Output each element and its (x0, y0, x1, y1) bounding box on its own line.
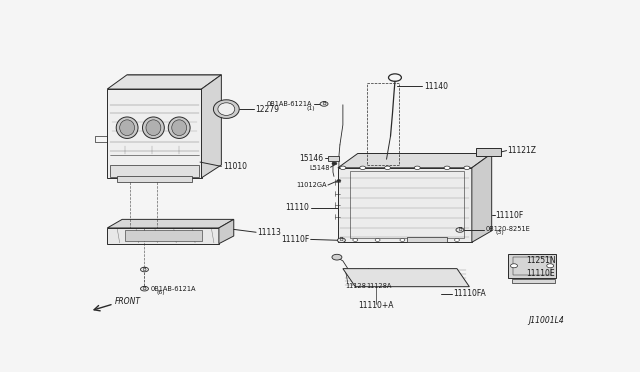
Circle shape (385, 166, 390, 170)
Circle shape (375, 238, 380, 241)
Text: J11001L4: J11001L4 (528, 316, 564, 325)
Ellipse shape (218, 103, 235, 115)
Text: L5148: L5148 (309, 165, 330, 171)
Polygon shape (328, 156, 339, 161)
Text: 11110F: 11110F (495, 211, 524, 219)
Circle shape (464, 166, 470, 170)
Text: B: B (340, 237, 343, 243)
Circle shape (444, 166, 450, 170)
Polygon shape (508, 254, 556, 278)
Text: B: B (143, 286, 147, 291)
Polygon shape (338, 168, 472, 242)
Ellipse shape (120, 120, 134, 135)
Text: 11110E: 11110E (527, 269, 555, 278)
Text: 11110: 11110 (285, 203, 309, 212)
Circle shape (547, 264, 554, 268)
Text: FRONT: FRONT (115, 297, 141, 306)
Text: 0B1AB-6121A: 0B1AB-6121A (150, 286, 196, 292)
Polygon shape (408, 237, 447, 242)
Text: B: B (322, 101, 326, 106)
Text: (6): (6) (157, 291, 166, 295)
Ellipse shape (116, 117, 138, 138)
Text: B: B (458, 227, 461, 232)
Circle shape (337, 238, 346, 243)
Polygon shape (108, 89, 202, 178)
Polygon shape (110, 165, 199, 177)
Text: 11251N: 11251N (527, 256, 556, 264)
Ellipse shape (213, 100, 239, 118)
Text: 0B120-8251E: 0B120-8251E (486, 225, 531, 231)
Circle shape (337, 180, 341, 182)
Text: 11113: 11113 (257, 228, 281, 237)
Polygon shape (202, 75, 221, 178)
Polygon shape (108, 219, 234, 228)
Circle shape (456, 228, 464, 232)
Polygon shape (338, 154, 492, 168)
Ellipse shape (143, 117, 164, 138)
Text: 12279: 12279 (255, 105, 279, 113)
Circle shape (360, 166, 365, 170)
Circle shape (141, 267, 148, 272)
Text: 15146: 15146 (299, 154, 323, 163)
Text: (1): (1) (307, 106, 316, 111)
Polygon shape (108, 75, 221, 89)
Text: 11110F: 11110F (281, 235, 309, 244)
Circle shape (400, 238, 405, 241)
Circle shape (511, 264, 518, 268)
Circle shape (429, 238, 435, 241)
Text: 11110+A: 11110+A (358, 301, 394, 310)
Text: 0B1AB-6121A: 0B1AB-6121A (267, 101, 312, 107)
Polygon shape (511, 279, 555, 283)
Circle shape (332, 162, 337, 165)
Polygon shape (219, 219, 234, 244)
Text: 11128: 11128 (346, 283, 366, 289)
Text: (3): (3) (495, 230, 504, 235)
Circle shape (454, 238, 460, 241)
Polygon shape (108, 228, 219, 244)
Circle shape (353, 238, 358, 241)
Text: 11010: 11010 (223, 163, 247, 171)
Polygon shape (472, 154, 492, 242)
Polygon shape (476, 148, 500, 156)
Ellipse shape (168, 117, 190, 138)
Polygon shape (343, 269, 469, 287)
Circle shape (320, 102, 328, 106)
Ellipse shape (146, 120, 161, 135)
Bar (367, 83, 399, 165)
Circle shape (340, 166, 346, 170)
Text: 11012GA: 11012GA (296, 182, 326, 188)
Polygon shape (125, 230, 202, 241)
Circle shape (332, 254, 342, 260)
Text: 11121Z: 11121Z (508, 146, 536, 155)
Text: B: B (143, 267, 147, 272)
Text: 11140: 11140 (424, 82, 448, 91)
Text: 11128A: 11128A (367, 283, 392, 289)
Circle shape (141, 286, 148, 291)
Text: 11110FA: 11110FA (453, 289, 486, 298)
Polygon shape (117, 176, 191, 182)
Circle shape (414, 166, 420, 170)
Ellipse shape (172, 120, 187, 135)
